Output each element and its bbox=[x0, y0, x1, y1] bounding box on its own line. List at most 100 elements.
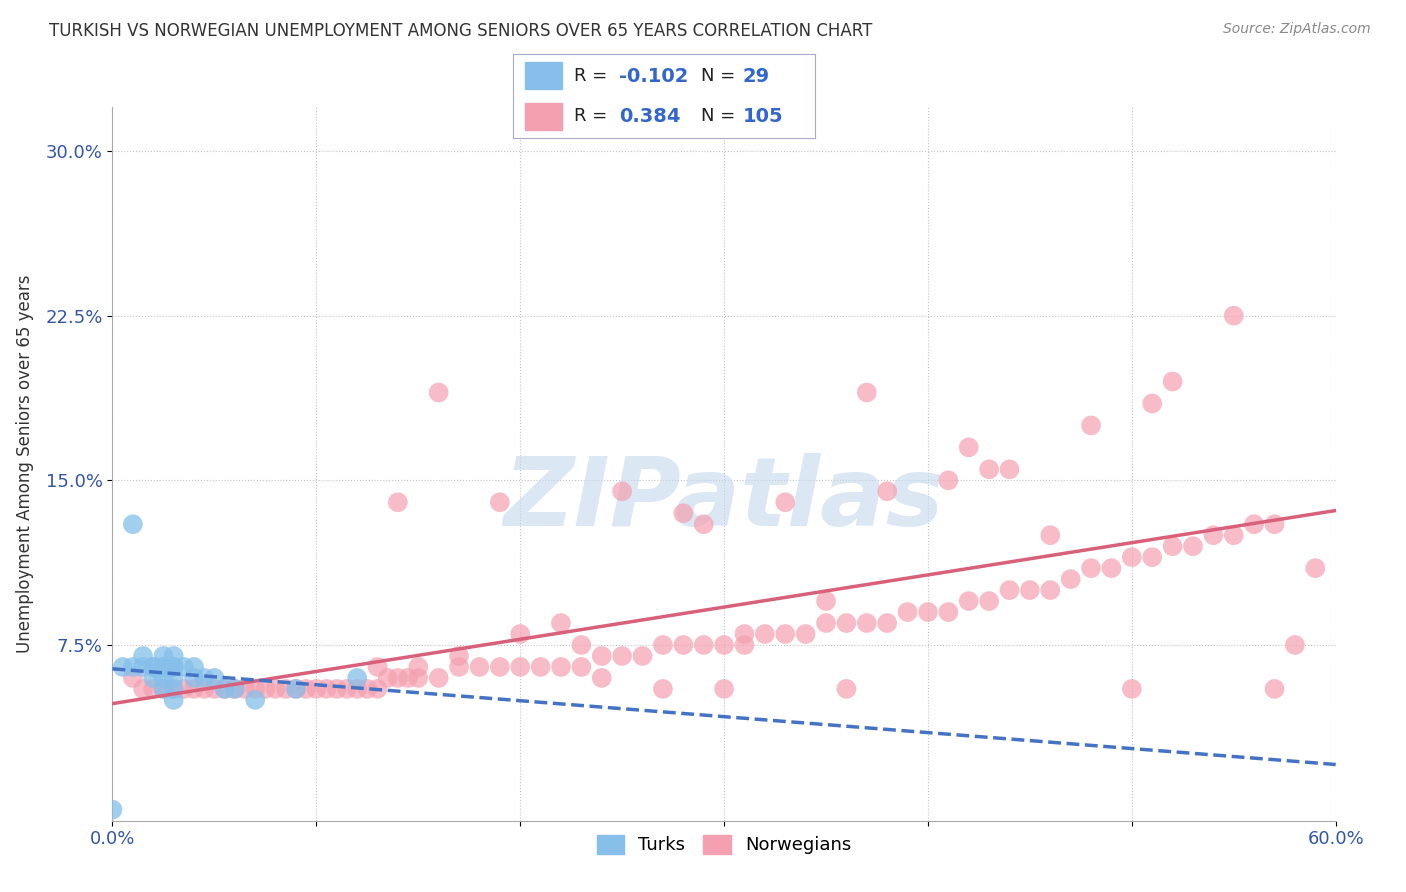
Point bbox=[305, 681, 328, 696]
Point bbox=[396, 671, 419, 685]
Point bbox=[1099, 561, 1122, 575]
Point bbox=[1121, 550, 1143, 565]
Point bbox=[1181, 539, 1204, 553]
Point bbox=[652, 681, 675, 696]
Point bbox=[693, 517, 716, 532]
Point bbox=[224, 681, 246, 696]
Point bbox=[377, 671, 399, 685]
Text: 29: 29 bbox=[742, 67, 770, 86]
Point bbox=[713, 681, 735, 696]
Point bbox=[713, 638, 735, 652]
Point bbox=[346, 681, 368, 696]
Point bbox=[274, 681, 297, 696]
Point bbox=[835, 681, 858, 696]
Point bbox=[550, 660, 572, 674]
Point bbox=[152, 681, 174, 696]
Point bbox=[571, 638, 593, 652]
Point bbox=[163, 681, 186, 696]
Point bbox=[855, 385, 877, 400]
Point bbox=[284, 681, 308, 696]
Point bbox=[315, 681, 337, 696]
Point bbox=[652, 638, 675, 652]
Point bbox=[610, 484, 633, 499]
Point bbox=[387, 671, 409, 685]
Point bbox=[111, 660, 134, 674]
Point bbox=[132, 681, 155, 696]
Point bbox=[204, 681, 226, 696]
Point bbox=[835, 615, 858, 630]
Point bbox=[284, 681, 308, 696]
Point bbox=[1142, 396, 1164, 410]
Point bbox=[489, 495, 512, 509]
Point bbox=[693, 638, 716, 652]
Point bbox=[1142, 550, 1164, 565]
Point bbox=[152, 648, 174, 663]
Point bbox=[672, 506, 695, 520]
Point bbox=[214, 681, 236, 696]
Point bbox=[356, 681, 378, 696]
Text: R =: R = bbox=[574, 68, 613, 86]
Point bbox=[855, 615, 877, 630]
Point bbox=[152, 671, 174, 685]
Point bbox=[936, 605, 959, 619]
Point bbox=[550, 615, 572, 630]
Text: 0.384: 0.384 bbox=[619, 107, 681, 126]
Point bbox=[998, 462, 1021, 476]
Point bbox=[529, 660, 551, 674]
Point bbox=[427, 385, 450, 400]
Point bbox=[489, 660, 512, 674]
Point bbox=[815, 594, 838, 608]
Point bbox=[122, 517, 145, 532]
Point bbox=[366, 681, 388, 696]
Point bbox=[183, 660, 205, 674]
Point bbox=[897, 605, 920, 619]
Point bbox=[366, 660, 388, 674]
Point bbox=[1284, 638, 1306, 652]
Point bbox=[142, 660, 165, 674]
Point bbox=[163, 681, 186, 696]
Point bbox=[214, 681, 236, 696]
Point bbox=[754, 627, 776, 641]
Text: -0.102: -0.102 bbox=[619, 67, 689, 86]
Point bbox=[122, 671, 145, 685]
Point bbox=[204, 671, 226, 685]
Point bbox=[224, 681, 246, 696]
Point bbox=[152, 660, 174, 674]
Point bbox=[957, 441, 980, 455]
Point bbox=[447, 660, 470, 674]
Point bbox=[979, 594, 1001, 608]
Point bbox=[163, 693, 186, 707]
Point bbox=[1039, 528, 1062, 542]
Point bbox=[734, 638, 756, 652]
Point bbox=[1121, 681, 1143, 696]
Point bbox=[245, 681, 267, 696]
Y-axis label: Unemployment Among Seniors over 65 years: Unemployment Among Seniors over 65 years bbox=[17, 275, 34, 653]
Point bbox=[876, 615, 898, 630]
Point bbox=[1243, 517, 1265, 532]
Text: R =: R = bbox=[574, 107, 613, 125]
Text: Source: ZipAtlas.com: Source: ZipAtlas.com bbox=[1223, 22, 1371, 37]
Point bbox=[163, 660, 186, 674]
Point bbox=[447, 648, 470, 663]
Point bbox=[1264, 681, 1286, 696]
Point bbox=[387, 495, 409, 509]
Point bbox=[1264, 517, 1286, 532]
Point bbox=[794, 627, 817, 641]
Legend: Turks, Norwegians: Turks, Norwegians bbox=[589, 828, 859, 862]
Text: N =: N = bbox=[700, 68, 741, 86]
Point bbox=[183, 681, 205, 696]
Point bbox=[509, 660, 531, 674]
Point bbox=[233, 681, 256, 696]
Point bbox=[152, 660, 174, 674]
Point bbox=[193, 681, 215, 696]
Point bbox=[295, 681, 318, 696]
Point bbox=[264, 681, 287, 696]
Point bbox=[998, 583, 1021, 598]
Point bbox=[775, 627, 797, 641]
Point bbox=[1080, 561, 1102, 575]
Point bbox=[1161, 375, 1184, 389]
Point bbox=[163, 660, 186, 674]
Point bbox=[1305, 561, 1327, 575]
Point bbox=[631, 648, 654, 663]
Point bbox=[734, 627, 756, 641]
